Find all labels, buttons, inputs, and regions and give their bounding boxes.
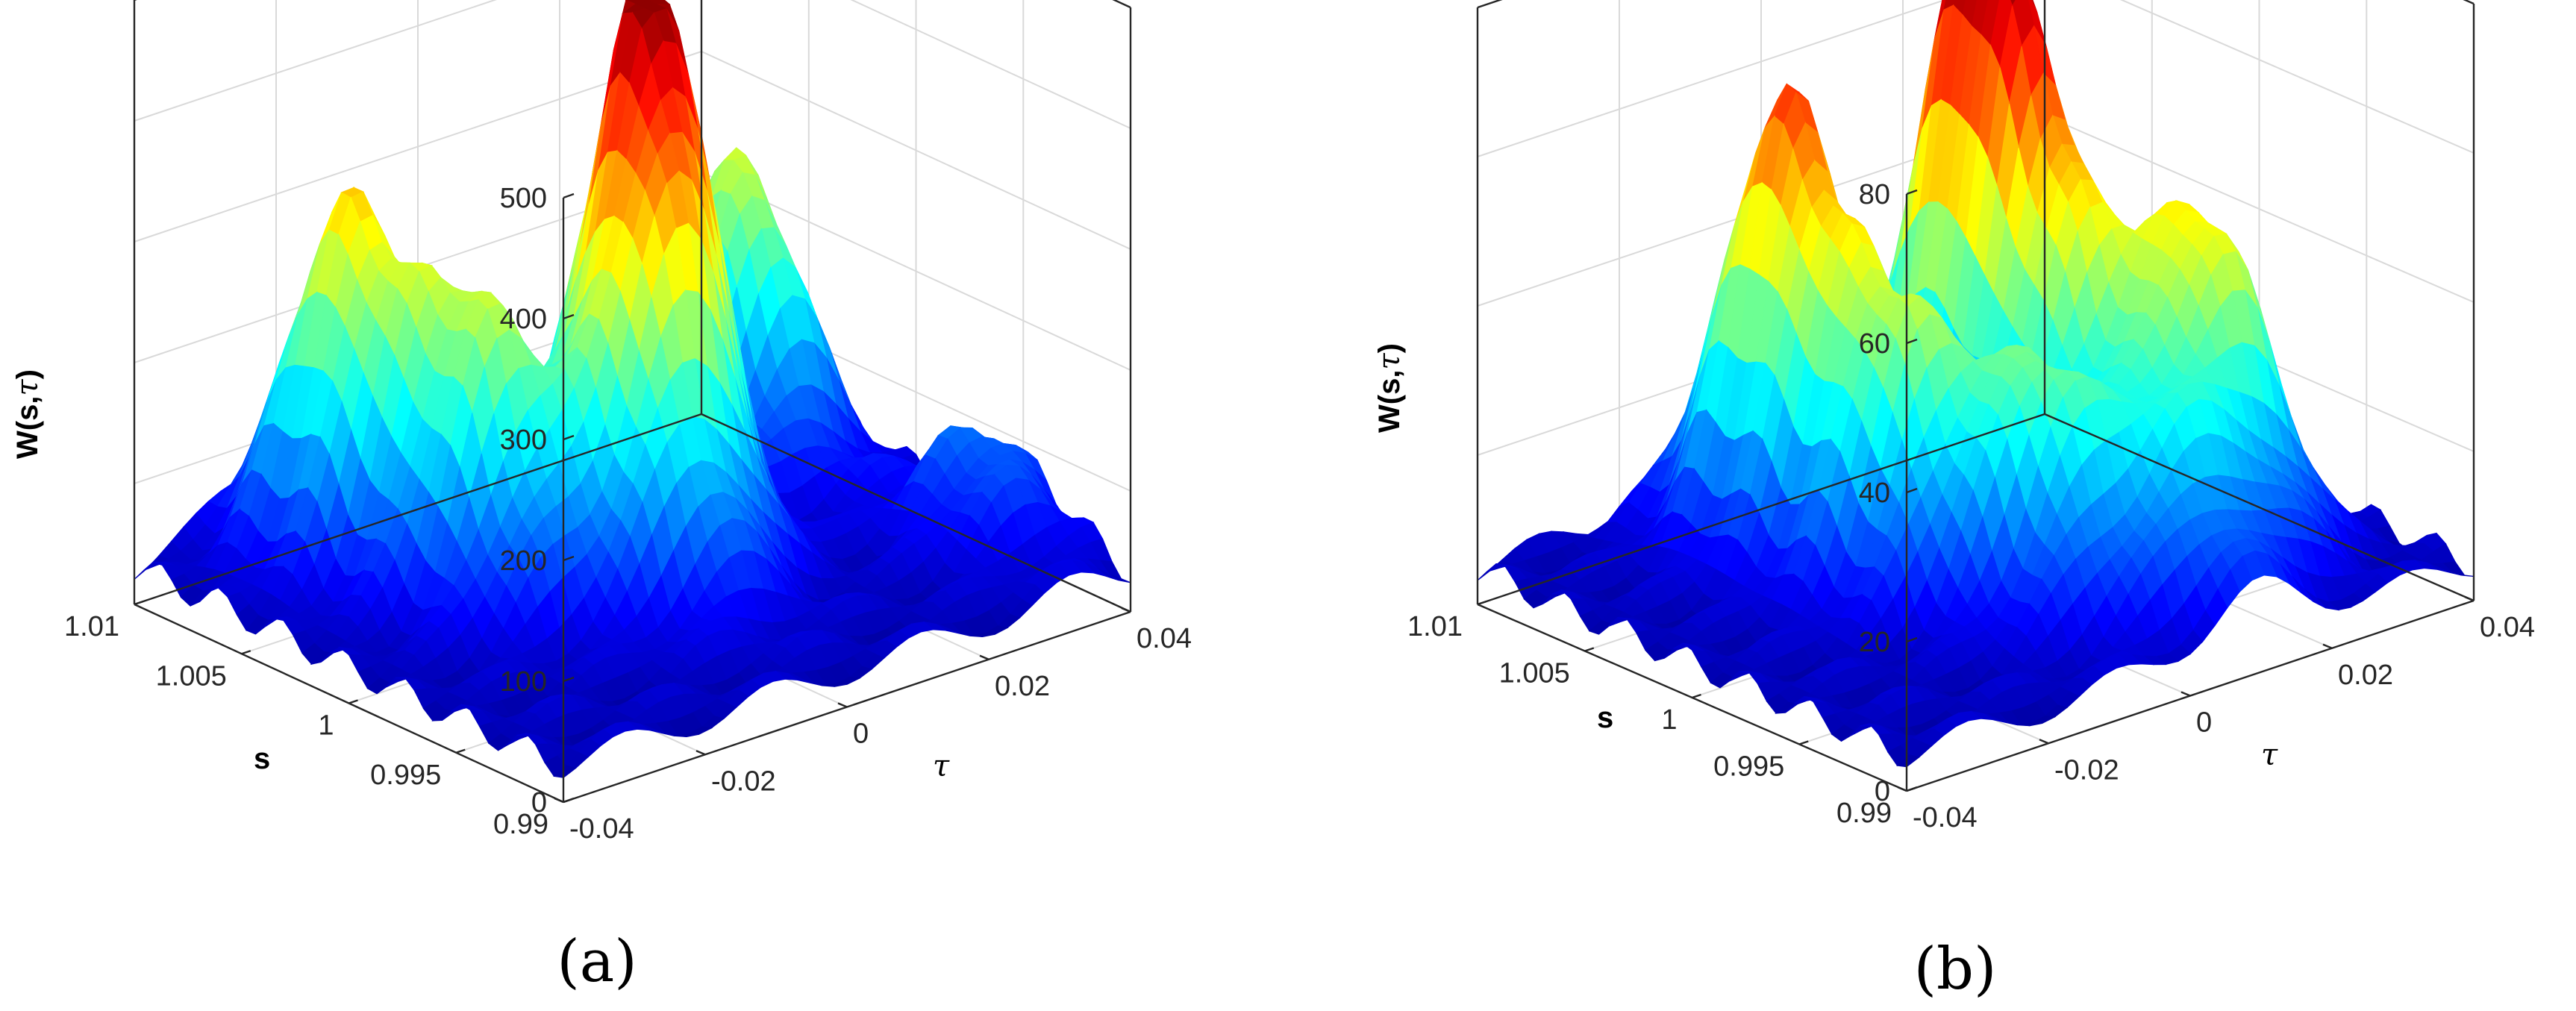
s-tick-label: 1 xyxy=(1661,704,1677,736)
z-tick-label: 40 xyxy=(1859,478,1890,509)
s-tick-label: 1.005 xyxy=(156,660,227,692)
surface-plot-b: 0 20 40 60 80 0.99 0.995 1 1.005 1.01 -0.04 -0.02… xyxy=(1372,0,2535,1003)
s-tick-mark xyxy=(1692,693,1701,699)
z-ticks-a: 0 100 200 300 400 500 xyxy=(500,183,575,818)
z-axis-label-a: W(s,τ) xyxy=(10,369,45,459)
tau-ticks-b: -0.04 -0.02 0 0.02 0.04 xyxy=(1897,595,2535,833)
tau-tick-mark xyxy=(2322,643,2333,649)
s-axis-label-b: s xyxy=(1597,701,1613,734)
surface-patch xyxy=(1477,567,1500,581)
z-tick-label: 20 xyxy=(1859,627,1890,658)
s-tick-label: 0.99 xyxy=(493,809,548,840)
tau-tick-mark xyxy=(979,654,990,660)
z-tick-mark xyxy=(563,313,575,320)
tau-tick-label: 0.04 xyxy=(2480,612,2535,643)
tau-tick-label: 0 xyxy=(853,719,869,750)
grid-line xyxy=(134,0,1131,129)
s-tick-mark xyxy=(1798,740,1809,745)
tau-tick-label: 0.04 xyxy=(1137,623,1192,654)
z-tick-label: 200 xyxy=(500,545,547,577)
tau-tick-mark xyxy=(554,797,564,804)
s-tick-mark xyxy=(1477,600,1487,606)
tau-tick-mark xyxy=(2180,691,2191,697)
z-ticks-b: 0 20 40 60 80 xyxy=(1859,179,1918,807)
s-tick-mark xyxy=(348,699,358,704)
z-tick-mark xyxy=(1906,338,1918,345)
z-tick-label: 300 xyxy=(500,425,547,456)
surface-a xyxy=(134,0,1131,778)
s-tick-label: 1.005 xyxy=(1499,658,1570,689)
tau-tick-mark xyxy=(1897,786,1907,792)
tau-ticks-a: -0.04 -0.02 0 0.02 0.04 xyxy=(554,607,1192,845)
s-ticks-b: 0.99 0.995 1 1.005 1.01 xyxy=(1407,600,1916,829)
z-tick-label: 0 xyxy=(531,787,547,818)
s-tick-label: 0.995 xyxy=(1713,751,1784,783)
z-tick-mark xyxy=(563,434,575,441)
z-tick-label: 0 xyxy=(1875,776,1890,807)
s-tick-mark xyxy=(1906,786,1916,792)
s-tick-mark xyxy=(563,798,573,804)
z-axis-label-b: W(s,τ) xyxy=(1372,343,1407,433)
s-tick-mark xyxy=(241,650,251,655)
tau-tick-mark xyxy=(2039,739,2049,745)
panel-caption-b: (b) xyxy=(1914,936,1997,1003)
z-tick-mark xyxy=(1906,487,1918,494)
z-tick-label: 60 xyxy=(1859,328,1890,360)
s-tick-label: 0.995 xyxy=(370,760,441,791)
z-tick-mark xyxy=(1906,636,1918,643)
s-tick-mark xyxy=(134,600,144,606)
s-tick-label: 1.01 xyxy=(64,611,119,642)
z-tick-mark xyxy=(1906,189,1918,195)
s-tick-label: 1 xyxy=(318,710,334,742)
tau-axis-label-a: τ xyxy=(933,749,950,783)
surface-b xyxy=(1477,0,2475,768)
tau-tick-label: -0.02 xyxy=(711,766,776,797)
tau-tick-label: -0.02 xyxy=(2054,754,2119,786)
z-tick-label: 500 xyxy=(500,183,547,214)
z-tick-mark xyxy=(563,193,575,199)
surface-patch xyxy=(553,765,577,778)
s-tick-label: 1.01 xyxy=(1407,611,1463,642)
tau-tick-mark xyxy=(2464,595,2475,602)
tau-tick-mark xyxy=(1121,607,1131,613)
axes-edge xyxy=(2044,413,2475,602)
tau-tick-label: 0 xyxy=(2196,707,2212,739)
tau-tick-mark xyxy=(837,702,848,708)
z-tick-label: 80 xyxy=(1859,179,1890,210)
surface-plot-a: 0 100 200 300 400 500 0.99 0.995 1 1.005 1.01 -0.… xyxy=(10,0,1192,995)
s-axis-label-a: s xyxy=(254,742,270,775)
panel-caption-a: (a) xyxy=(557,928,637,995)
axes-edge xyxy=(1477,413,2045,606)
s-ticks-a: 0.99 0.995 1 1.005 1.01 xyxy=(64,600,573,840)
z-tick-mark xyxy=(563,555,575,562)
tau-tick-label: -0.04 xyxy=(1913,802,1978,833)
tau-axis-label-b: τ xyxy=(2261,738,2278,772)
tau-tick-label: 0.02 xyxy=(995,671,1050,702)
s-tick-mark xyxy=(1584,647,1595,652)
surface-patch xyxy=(1896,754,1920,768)
surface-patch xyxy=(2009,0,2017,7)
grid-line xyxy=(1477,0,2475,157)
axes-edge xyxy=(701,413,1131,613)
surface-patch xyxy=(134,565,157,580)
s-tick-mark xyxy=(455,748,466,754)
z-tick-mark xyxy=(563,676,575,683)
tau-tick-label: -0.04 xyxy=(569,813,634,845)
tau-tick-label: 0.02 xyxy=(2338,660,2393,691)
s-tick-label: 0.99 xyxy=(1836,798,1892,829)
axes-edge xyxy=(134,413,702,606)
z-tick-label: 400 xyxy=(500,304,547,335)
tau-tick-mark xyxy=(695,750,706,756)
z-tick-label: 100 xyxy=(500,666,547,698)
